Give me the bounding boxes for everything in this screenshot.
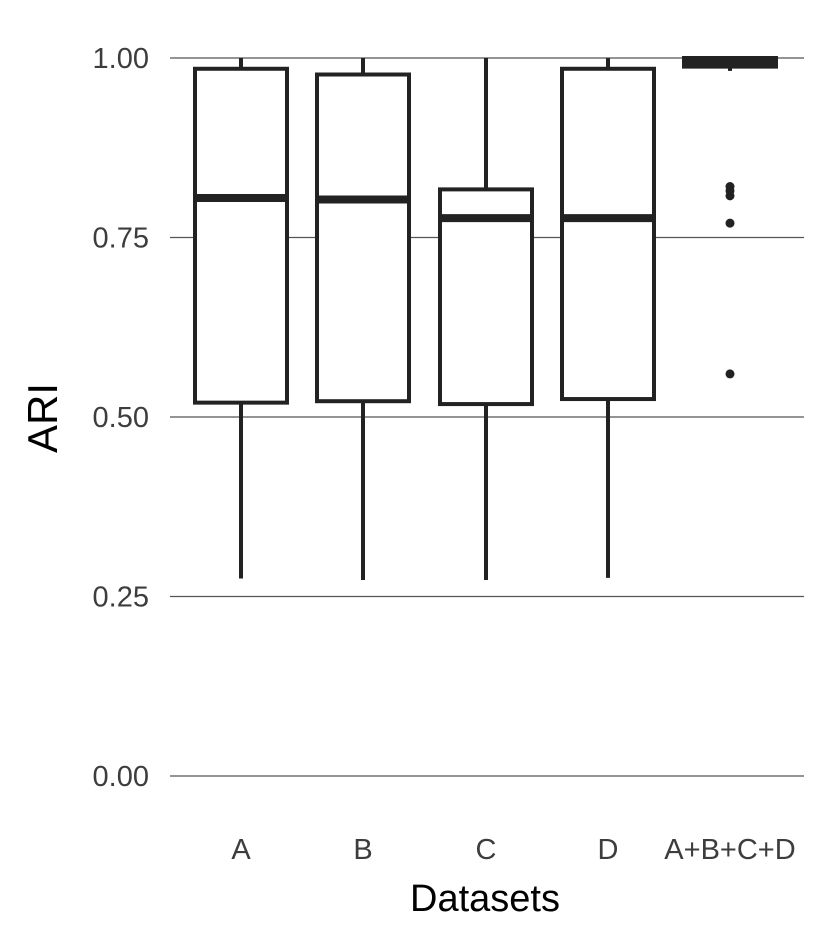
box bbox=[560, 66, 656, 402]
y-tick-label: 1.00 bbox=[93, 43, 149, 75]
box-group bbox=[438, 58, 534, 580]
box bbox=[193, 66, 289, 405]
y-tick-label: 0.25 bbox=[93, 582, 149, 614]
x-axis-title: Datasets bbox=[410, 878, 560, 920]
box bbox=[315, 72, 411, 404]
y-axis-title: ARI bbox=[19, 383, 66, 453]
y-tick-labels: 0.00 0.25 0.50 0.75 1.00 bbox=[93, 43, 149, 793]
x-tick-label: D bbox=[598, 834, 619, 866]
boxes bbox=[193, 56, 778, 580]
box-group bbox=[315, 58, 411, 580]
box bbox=[438, 187, 534, 407]
x-tick-label: A+B+C+D bbox=[664, 834, 795, 866]
x-tick-labels: A B C D A+B+C+D bbox=[231, 834, 795, 866]
y-tick-label: 0.50 bbox=[93, 402, 149, 434]
box-group bbox=[682, 56, 778, 379]
box-group bbox=[560, 58, 656, 578]
y-tick-label: 0.75 bbox=[93, 223, 149, 255]
outlier-point bbox=[725, 218, 735, 228]
outlier-point bbox=[725, 369, 735, 379]
outlier-point bbox=[725, 191, 735, 201]
x-tick-label: A bbox=[231, 834, 251, 866]
box-group bbox=[193, 58, 289, 579]
x-tick-label: C bbox=[476, 834, 497, 866]
y-tick-label: 0.00 bbox=[93, 761, 149, 793]
x-tick-label: B bbox=[353, 834, 372, 866]
